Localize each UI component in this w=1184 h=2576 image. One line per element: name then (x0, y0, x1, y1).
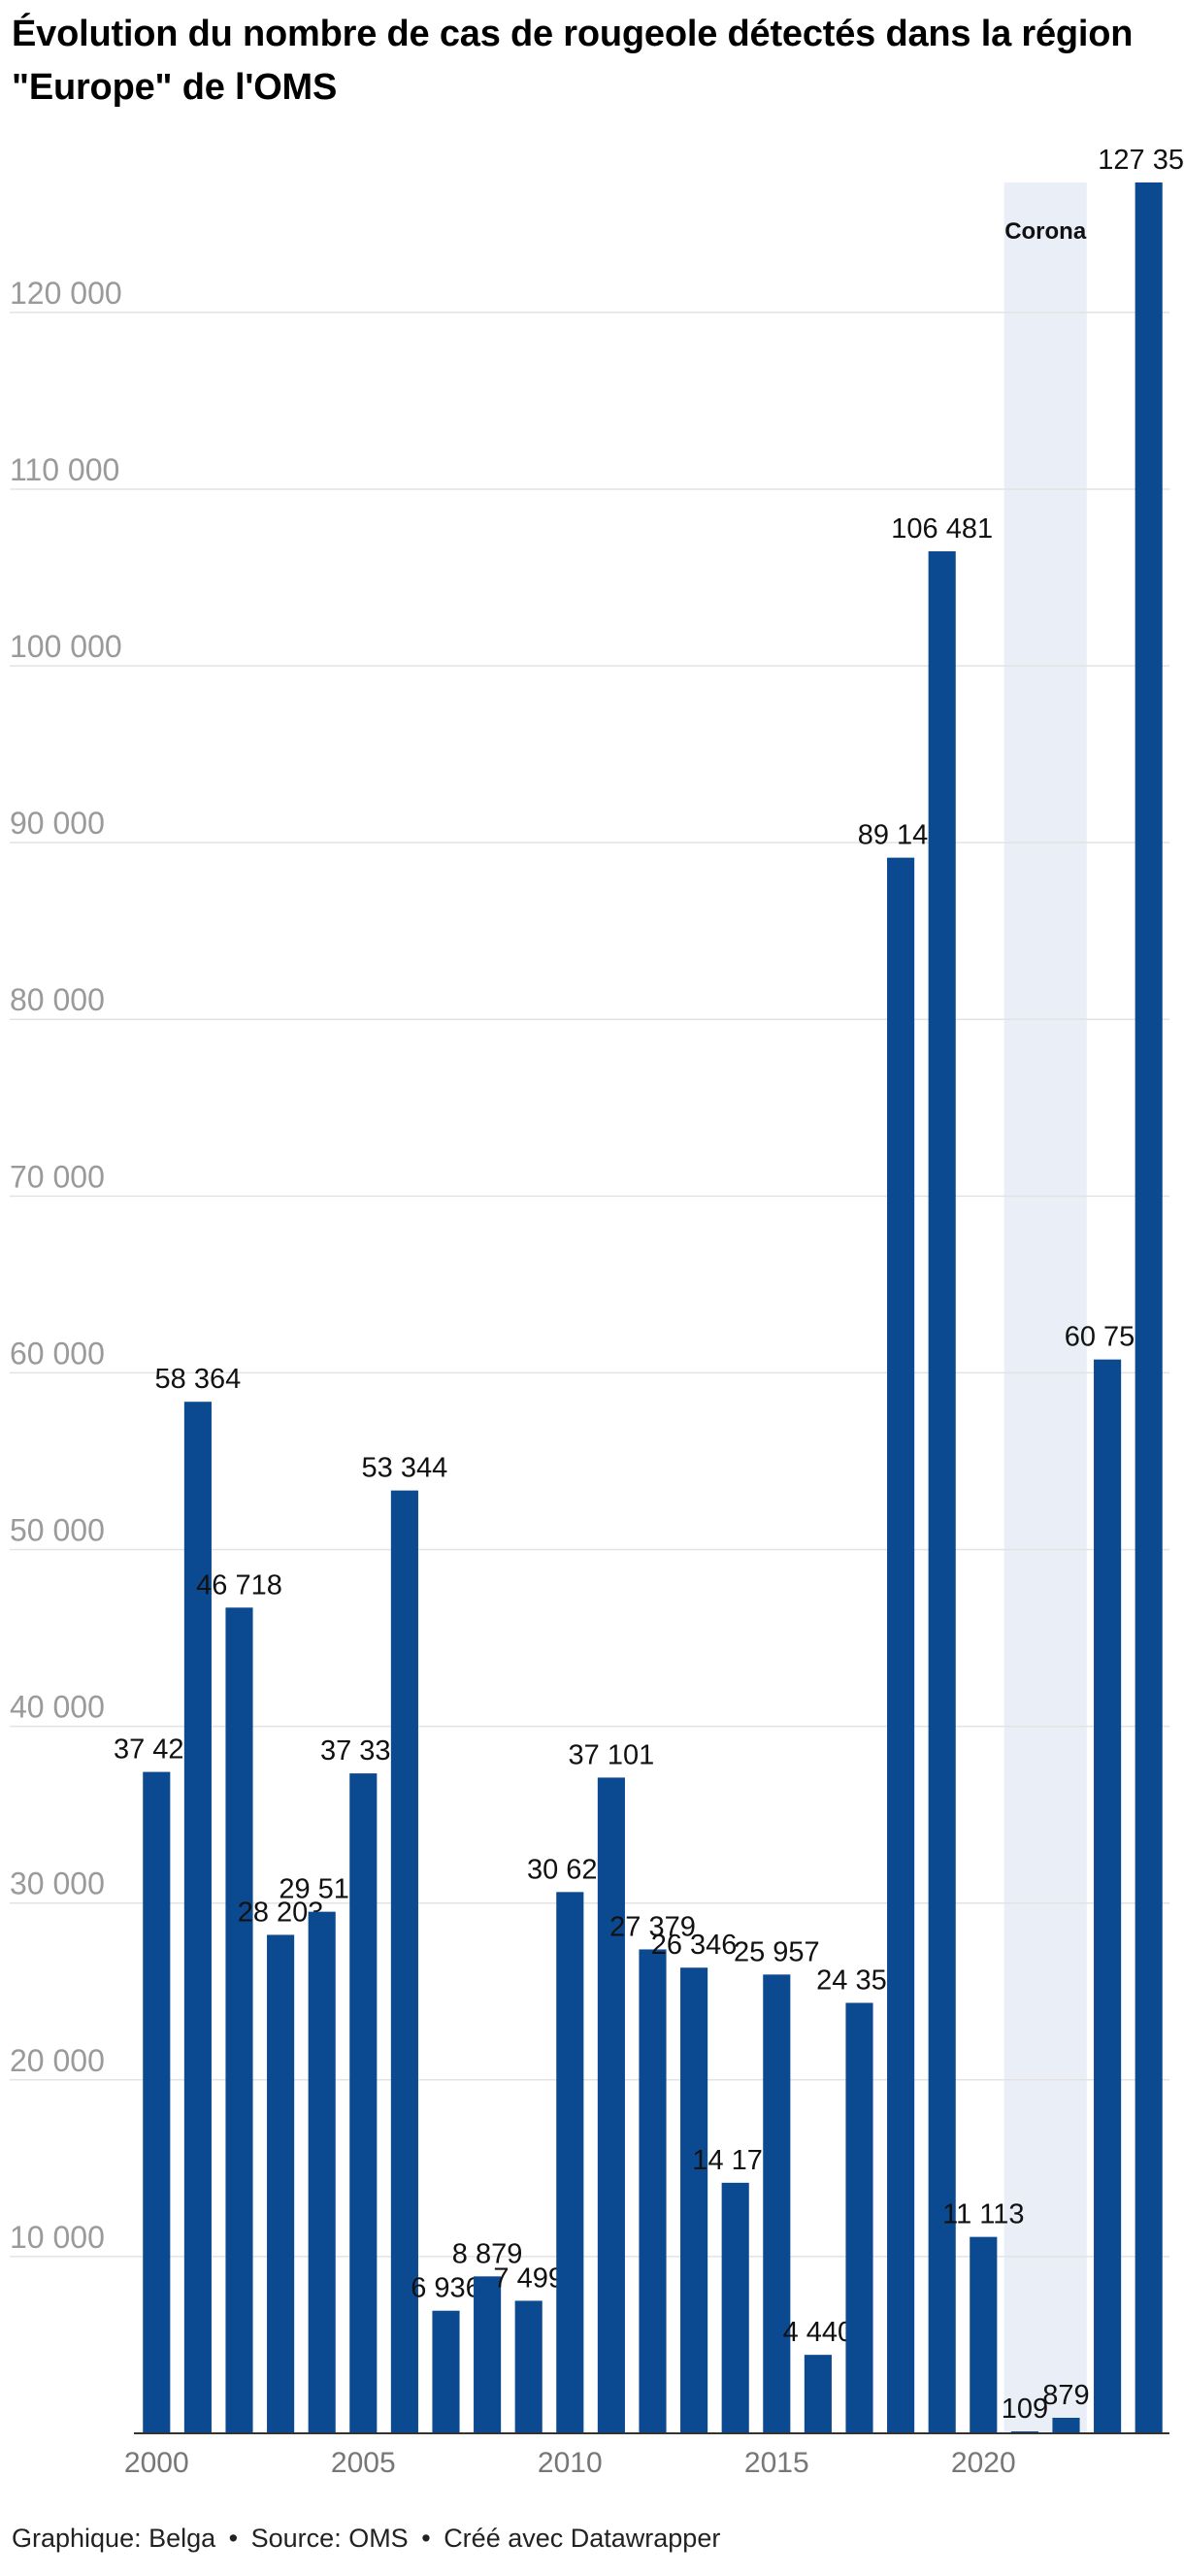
bar (225, 1607, 253, 2433)
bar (556, 1892, 584, 2433)
footer-separator: • (228, 2524, 239, 2553)
data-label: 11 113 (942, 2199, 1024, 2230)
bar (763, 1974, 791, 2433)
y-tick-label: 30 000 (10, 1866, 105, 1901)
corona-label: Corona (1004, 218, 1087, 245)
data-label: 7 499 (493, 2262, 564, 2294)
data-label: 127 350 (1098, 145, 1184, 176)
data-label: 25 957 (734, 1936, 820, 1967)
data-label: 4 440 (783, 2317, 854, 2348)
data-label: 58 364 (155, 1364, 242, 1395)
bar (970, 2236, 998, 2433)
bar (597, 1777, 625, 2433)
bar (267, 1934, 295, 2433)
bar (721, 2182, 749, 2433)
bar (639, 1949, 667, 2433)
bar (432, 2310, 460, 2433)
data-label: 879 (1042, 2380, 1089, 2411)
x-tick-label: 2015 (744, 2447, 809, 2479)
footer-separator: • (421, 2524, 431, 2553)
x-tick-label: 2020 (951, 2447, 1016, 2479)
x-tick-label: 2005 (331, 2447, 396, 2479)
bar (349, 1773, 378, 2433)
data-label: 37 101 (569, 1739, 655, 1770)
y-tick-label: 50 000 (10, 1513, 105, 1548)
bar (514, 2300, 543, 2433)
bar (680, 1967, 708, 2433)
x-tick-label: 2010 (538, 2447, 603, 2479)
data-label: 26 346 (651, 1930, 738, 1961)
data-label: 46 718 (196, 1569, 282, 1601)
data-label: 8 879 (452, 2238, 523, 2269)
y-tick-label: 10 000 (10, 2220, 105, 2255)
y-tick-label: 110 000 (10, 452, 119, 487)
bar (143, 1771, 171, 2433)
y-tick-label: 90 000 (10, 806, 105, 841)
footer-created-with: Créé avec Datawrapper (444, 2524, 721, 2553)
bar (804, 2355, 832, 2433)
bar (1135, 182, 1163, 2433)
bar (887, 857, 915, 2433)
data-label: 53 344 (362, 1453, 448, 1484)
footer-graphic-credit: Graphique: Belga (12, 2524, 216, 2553)
y-tick-label: 120 000 (10, 276, 122, 311)
chart-footer: Graphique: Belga • Source: OMS • Créé av… (12, 2524, 720, 2554)
bar (1094, 1359, 1122, 2433)
bar (183, 1402, 212, 2433)
chart-title: Évolution du nombre de cas de rougeole d… (12, 14, 1134, 108)
x-tick-label: 2000 (124, 2447, 189, 2479)
bar (308, 1911, 336, 2433)
bar (928, 551, 956, 2433)
y-tick-label: 80 000 (10, 982, 105, 1017)
data-label: 109 (1002, 2394, 1048, 2425)
corona-band (1003, 182, 1087, 2433)
footer-source: Source: OMS (250, 2524, 409, 2553)
bar (474, 2276, 502, 2433)
bar (390, 1490, 418, 2433)
bar (845, 2002, 873, 2433)
data-label: 27 379 (609, 1911, 696, 1942)
y-tick-label: 60 000 (10, 1336, 105, 1371)
y-tick-label: 40 000 (10, 1690, 105, 1725)
data-label: 106 481 (891, 513, 993, 545)
y-tick-label: 20 000 (10, 2043, 105, 2078)
data-label: 6 936 (411, 2273, 481, 2304)
bar (1052, 2417, 1080, 2433)
y-tick-label: 70 000 (10, 1159, 105, 1194)
y-tick-label: 100 000 (10, 629, 122, 664)
